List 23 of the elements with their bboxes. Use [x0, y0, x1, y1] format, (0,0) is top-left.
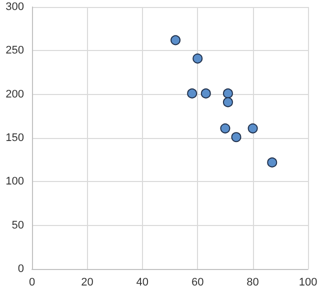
- point: [187, 88, 198, 98]
- y-tick-label: 150: [6, 132, 24, 144]
- point: [170, 35, 181, 46]
- x-tick-label: 20: [81, 276, 94, 288]
- y-tick-label: 250: [6, 44, 24, 57]
- point: [220, 123, 230, 134]
- y-tick-label: 100: [6, 176, 24, 188]
- point: [248, 123, 258, 134]
- x-tick-label: 80: [246, 276, 259, 288]
- x-tick-label: 40: [136, 276, 149, 288]
- x-tick-label: 100: [298, 276, 318, 288]
- y-tick-label: 200: [6, 88, 24, 100]
- point: [267, 157, 278, 168]
- point: [222, 97, 233, 108]
- point: [231, 132, 242, 142]
- y-tick-label: 0: [18, 263, 24, 275]
- point: [192, 54, 203, 64]
- y-tick-label: 300: [6, 1, 24, 13]
- point: [200, 88, 211, 98]
- point: [222, 88, 233, 98]
- x-tick-label: 60: [191, 276, 204, 288]
- y-tick-label: 50: [12, 219, 24, 232]
- x-tick-label: 0: [28, 276, 36, 288]
